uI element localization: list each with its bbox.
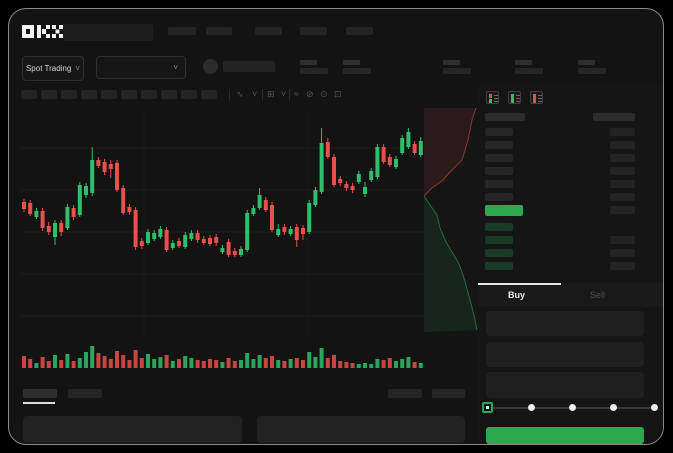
ask-amount-placeholder	[610, 154, 635, 162]
tab-sell[interactable]: Sell	[590, 290, 606, 300]
stat-value-placeholder	[443, 68, 471, 74]
timeframe-button-placeholder[interactable]	[201, 90, 217, 99]
candlestick-chart[interactable]	[21, 110, 425, 334]
bottom-link-placeholder[interactable]	[388, 389, 422, 398]
timeframe-button-placeholder[interactable]	[141, 90, 157, 99]
slider-stop[interactable]	[569, 404, 576, 411]
bid-price-placeholder	[485, 249, 513, 257]
bid-price-placeholder	[485, 262, 513, 270]
trade-tabs: Buy Sell	[478, 283, 663, 307]
stat-label-placeholder	[515, 60, 532, 65]
nav-item-placeholder[interactable]	[300, 27, 327, 35]
timeframe-button-placeholder[interactable]	[101, 90, 117, 99]
market-type-selector[interactable]: Spot Trading ˅	[22, 56, 84, 81]
timeframe-button-placeholder[interactable]	[41, 90, 57, 99]
ob-col-header-price	[485, 113, 525, 121]
ask-amount-placeholder	[610, 180, 635, 188]
stat-value-placeholder	[300, 68, 328, 74]
compare-icon[interactable]: ⊘	[306, 89, 314, 99]
timeframe-button-placeholder[interactable]	[21, 90, 37, 99]
app-window: Spot Trading ˅ ˅ ∿ ˅ ⊞ ˅ ≈ ⊘ ⊙ ⊡	[8, 8, 664, 445]
pair-dropdown[interactable]: ˅	[96, 56, 186, 79]
stat-value-placeholder	[578, 68, 606, 74]
timeframe-button-placeholder[interactable]	[61, 90, 77, 99]
ask-amount-placeholder	[610, 141, 635, 149]
line-style-icon[interactable]: ∿	[236, 89, 244, 99]
stat-label-placeholder	[578, 60, 595, 65]
timeframe-button-placeholder[interactable]	[161, 90, 177, 99]
last-price-badge[interactable]	[485, 205, 523, 216]
stat-label-placeholder	[300, 60, 317, 65]
timeframe-button-placeholder[interactable]	[121, 90, 137, 99]
ob-col-header-amount	[593, 113, 635, 121]
bid-amount-placeholder	[610, 249, 635, 257]
slider-handle[interactable]	[482, 402, 493, 413]
timeframe-button-placeholder[interactable]	[81, 90, 97, 99]
ask-price-placeholder	[485, 141, 513, 149]
buy-tab-underline	[478, 283, 561, 285]
chevron-down-icon[interactable]: ˅	[281, 89, 287, 99]
slider-stop[interactable]	[651, 404, 658, 411]
bid-amount-placeholder	[610, 236, 635, 244]
ask-price-placeholder	[485, 180, 513, 188]
bottom-tab-active[interactable]	[23, 389, 57, 398]
bottom-tab-underline	[23, 402, 55, 404]
snapshot-icon[interactable]: ⊙	[320, 89, 328, 99]
bottom-link-placeholder[interactable]	[432, 389, 465, 398]
total-input-placeholder[interactable]	[486, 372, 644, 398]
avatar[interactable]	[203, 59, 218, 74]
ask-amount-placeholder	[610, 167, 635, 175]
wave-icon[interactable]: ≈	[294, 89, 299, 99]
depth-chart	[424, 108, 480, 332]
indicators-icon[interactable]: ⊞	[267, 89, 275, 99]
bids-book-icon[interactable]	[508, 91, 521, 104]
nav-item-placeholder[interactable]	[168, 27, 196, 35]
divider	[229, 89, 230, 100]
slider-stop[interactable]	[610, 404, 617, 411]
volume-chart	[22, 346, 423, 368]
ask-amount-placeholder	[610, 128, 635, 136]
stat-label-placeholder	[443, 60, 460, 65]
divider	[262, 89, 263, 100]
ask-price-placeholder	[485, 193, 513, 201]
order-book-panel: Buy Sell	[478, 85, 663, 444]
bottom-tab[interactable]	[68, 389, 102, 398]
ask-price-placeholder	[485, 167, 513, 175]
timeframe-button-placeholder[interactable]	[181, 90, 197, 99]
bottom-panel-placeholder	[257, 416, 465, 443]
nav-item-placeholder[interactable]	[206, 27, 232, 35]
market-type-label: Spot Trading	[25, 64, 72, 73]
ob-amount-placeholder	[610, 206, 635, 214]
amount-input-placeholder[interactable]	[486, 342, 644, 367]
price-input-placeholder[interactable]	[486, 311, 644, 336]
okx-logo	[22, 25, 63, 38]
bid-price-placeholder	[485, 223, 513, 231]
chevron-down-icon[interactable]: ˅	[252, 89, 258, 99]
bid-price-placeholder	[485, 236, 513, 244]
chevron-down-icon: ˅	[75, 63, 81, 73]
slider-stop[interactable]	[528, 404, 535, 411]
bottom-panel-placeholder	[23, 416, 242, 443]
tab-buy[interactable]: Buy	[508, 290, 526, 300]
nav-item-placeholder[interactable]	[255, 27, 282, 35]
ask-amount-placeholder	[610, 193, 635, 201]
buy-submit-button[interactable]	[486, 427, 644, 444]
ask-price-placeholder	[485, 154, 513, 162]
stat-label-placeholder	[343, 60, 360, 65]
asks-book-icon[interactable]	[530, 91, 543, 104]
fullscreen-icon[interactable]: ⊡	[334, 89, 342, 99]
pair-name-placeholder	[223, 61, 275, 72]
stat-value-placeholder	[515, 68, 543, 74]
combined-book-icon[interactable]	[486, 91, 499, 104]
chevron-down-icon: ˅	[173, 62, 178, 72]
stat-value-placeholder	[343, 68, 371, 74]
ask-price-placeholder	[485, 128, 513, 136]
header-search-placeholder[interactable]	[63, 24, 153, 41]
divider	[289, 89, 290, 100]
nav-item-placeholder[interactable]	[346, 27, 373, 35]
bid-amount-placeholder	[610, 262, 635, 270]
